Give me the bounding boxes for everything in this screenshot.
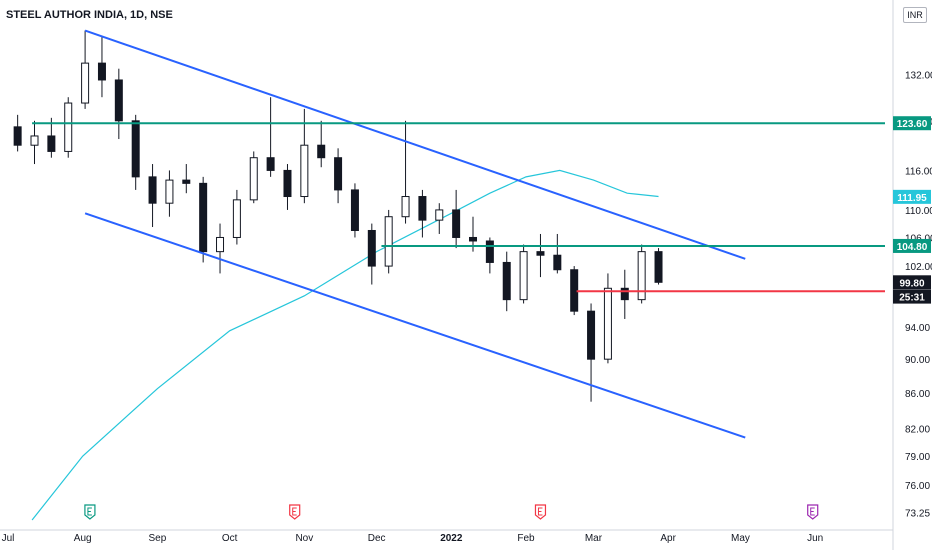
time-tick-label: Jun [807, 533, 823, 544]
time-tick-label: Mar [585, 533, 603, 544]
time-tick-label: Oct [222, 533, 238, 544]
candle [47, 117, 56, 158]
candle [30, 120, 39, 165]
candle [637, 244, 646, 304]
candle [199, 176, 208, 263]
candle [654, 248, 663, 285]
candle [536, 233, 545, 278]
currency-badge[interactable]: INR [903, 7, 927, 23]
candle [249, 151, 258, 204]
candle [97, 35, 106, 98]
price-tick-label: 90.00 [905, 355, 930, 366]
candle [452, 189, 461, 249]
channel-lower-line[interactable] [84, 212, 746, 439]
time-tick-label: 2022 [440, 533, 463, 544]
price-tick-label: 110.00 [905, 206, 932, 217]
time-tick-label: Dec [368, 533, 386, 544]
candle [384, 209, 393, 274]
time-tick-label: Feb [517, 533, 535, 544]
candle [620, 269, 629, 319]
price-label: 123.60 [893, 116, 931, 131]
time-axis[interactable]: Jul Aug Sep Oct Nov Dec 2022 Feb Mar Apr May Jun [0, 529, 893, 544]
earnings-icon[interactable] [289, 504, 301, 520]
svg-text:99.80: 99.80 [899, 278, 924, 289]
candle [367, 223, 376, 285]
price-label: 104.80 [893, 238, 931, 253]
price-tick-label: 73.25 [905, 508, 930, 519]
earnings-icon[interactable] [84, 504, 96, 520]
channel-upper-line[interactable] [84, 29, 746, 260]
candle [283, 164, 292, 210]
price-tick-label: 86.00 [905, 389, 930, 400]
svg-text:123.60: 123.60 [897, 119, 928, 130]
candle [148, 164, 157, 228]
time-tick-label: Apr [660, 533, 676, 544]
earnings-markers [84, 504, 819, 520]
candle [182, 164, 191, 194]
candle [418, 189, 427, 238]
time-tick-label: Jul [2, 533, 15, 544]
price-tick-label: 82.00 [905, 424, 930, 435]
svg-text:111.95: 111.95 [897, 193, 927, 204]
candle [553, 233, 562, 274]
svg-text:104.80: 104.80 [897, 242, 928, 253]
candle [603, 273, 612, 364]
price-tick-label: 76.00 [905, 481, 930, 492]
price-label: 99.80 [893, 275, 931, 290]
price-tick-label: 79.00 [905, 452, 930, 463]
candle [334, 148, 343, 204]
candle [13, 114, 22, 152]
symbol-title: STEEL AUTHOR INDIA, 1D, NSE [6, 9, 173, 21]
candle [485, 237, 494, 274]
price-tick-label: 132.00 [905, 70, 932, 81]
time-tick-label: May [731, 533, 750, 544]
candle [435, 203, 444, 234]
candle [232, 189, 241, 245]
candle [401, 120, 410, 224]
candle [519, 244, 528, 304]
price-axis[interactable]: 132.00124.00116.00110.00106.00102.0098.0… [892, 0, 932, 550]
candle [165, 170, 174, 217]
candle [300, 108, 309, 204]
price-tick-label: 116.00 [905, 166, 932, 177]
candle [317, 120, 326, 168]
price-tick-label: 102.00 [905, 262, 932, 273]
time-tick-label: Sep [148, 533, 166, 544]
svg-text:25:31: 25:31 [899, 293, 925, 304]
earnings-icon[interactable] [534, 504, 547, 520]
moving-average-line [31, 169, 659, 521]
candle [350, 183, 359, 238]
candle [131, 114, 140, 190]
price-tick-label: 94.00 [905, 323, 930, 334]
candle [114, 68, 123, 140]
earnings-icon[interactable] [807, 504, 819, 520]
candle [216, 223, 225, 274]
price-label: 111.95 [893, 189, 931, 204]
candle [502, 251, 511, 312]
candle [266, 97, 275, 177]
candle [64, 97, 73, 158]
price-label: 25:31 [893, 289, 931, 304]
candle [81, 30, 90, 109]
time-tick-label: Nov [295, 533, 313, 544]
time-tick-label: Aug [74, 533, 92, 544]
